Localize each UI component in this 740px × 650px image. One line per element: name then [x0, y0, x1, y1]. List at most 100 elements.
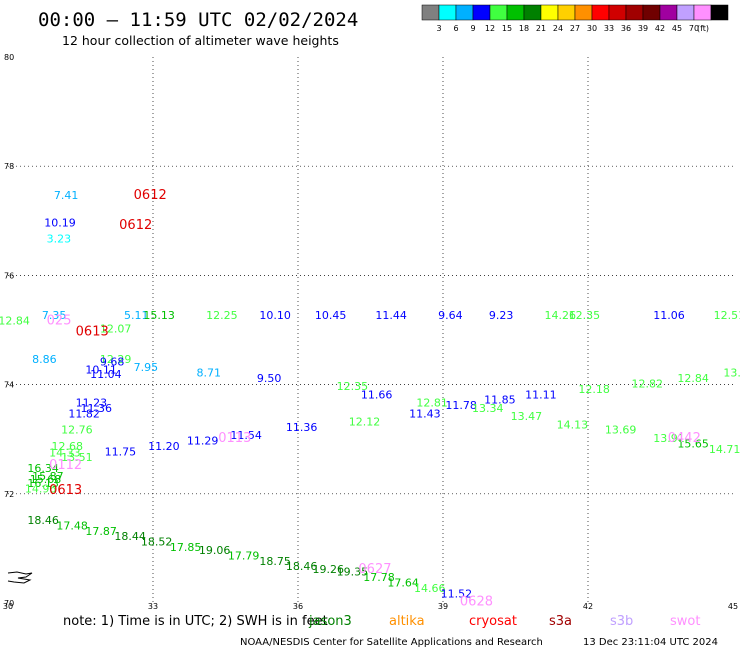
- wave-height-label: 9.23: [489, 309, 513, 322]
- color-scale-tick-label: 36: [621, 24, 631, 33]
- wave-height-label: 11.85: [484, 394, 516, 407]
- wave-height-label: 11.54: [230, 429, 261, 442]
- wave-height-label: 10.45: [315, 309, 347, 322]
- color-swatch: [642, 4, 661, 21]
- pass-time-label: 025: [47, 314, 72, 329]
- latitude-tick-label: 74: [4, 381, 14, 390]
- latitude-tick-label: 72: [4, 490, 14, 499]
- credit-text: NOAA/NESDIS Center for Satellite Applica…: [240, 637, 543, 648]
- wave-height-label: 11.66: [361, 388, 393, 401]
- color-scale-tick-label: 45: [672, 24, 682, 33]
- color-swatch: [710, 4, 729, 21]
- latitude-tick-label: 70: [4, 599, 14, 608]
- wave-height-label: 17.79: [228, 549, 260, 562]
- color-scale-tick-label: 30: [587, 24, 597, 33]
- color-swatch: [540, 4, 559, 21]
- satellite-legend-item: s3a: [549, 614, 572, 629]
- wave-height-label: 12.12: [349, 416, 381, 429]
- color-swatch: [608, 4, 627, 21]
- wave-height-label: 12.68: [52, 440, 84, 453]
- longitude-tick-label: 33: [148, 602, 158, 611]
- map-subtitle: 12 hour collection of altimeter wave hei…: [62, 33, 339, 48]
- wave-height-label: 11.06: [653, 309, 685, 322]
- color-scale-tick-label: 6: [453, 24, 458, 33]
- wave-height-label: 14.96: [25, 483, 56, 496]
- color-scale-tick-label: 12: [485, 24, 495, 33]
- wave-height-label: 14.26: [545, 309, 577, 322]
- wave-height-label: 5.11: [124, 309, 149, 322]
- satellite-legend-item: cryosat: [469, 614, 517, 629]
- pass-time-label: 0442: [668, 431, 701, 446]
- wave-height-label: 18.52: [141, 536, 173, 549]
- wave-height-label: 11.36: [286, 421, 318, 434]
- wave-height-label: 17.48: [56, 519, 87, 532]
- wave-height-label: 13.34: [723, 366, 740, 379]
- wave-height-label: 12.07: [100, 323, 132, 336]
- wave-height-label: 16.34: [27, 462, 59, 475]
- wave-height-label: 12.25: [206, 309, 238, 322]
- wave-height-label: 12.29: [100, 353, 132, 366]
- pass-time-label: 0627: [358, 562, 391, 577]
- latitude-tick-label: 80: [4, 53, 14, 62]
- color-scale-tick-label: 70: [689, 24, 699, 33]
- color-swatch: [693, 4, 712, 21]
- wave-height-label: 14.33: [49, 447, 80, 460]
- pass-time-label: 0612: [134, 188, 167, 203]
- wave-height-label: 11.04: [90, 368, 122, 381]
- wave-height-label: 9.68: [100, 355, 125, 368]
- color-scale-unit: (ft): [697, 24, 709, 33]
- pass-time-labels: 0612 0612 025 0613 0113 0442 0112 0613 0627 0628: [47, 188, 701, 610]
- latitude-tick-label: 76: [4, 271, 14, 280]
- wave-height-label: 19.35: [337, 566, 369, 579]
- color-swatch: [523, 4, 542, 21]
- map-title: 00:00 – 11:59 UTC 02/02/2024: [38, 9, 358, 31]
- wave-height-label: 12.51: [714, 309, 740, 322]
- color-swatch: [557, 4, 576, 21]
- wave-height-label: 9.64: [438, 309, 463, 322]
- color-scale-tick-label: 33: [604, 24, 614, 33]
- wave-height-label: 7.35: [42, 309, 66, 322]
- pass-time-label: 0113: [218, 431, 251, 446]
- wave-height-label: 11.29: [187, 435, 219, 448]
- footer-note: note: 1) Time is in UTC; 2) SWH is in fe…: [63, 614, 328, 629]
- wave-height-label: 19.26: [313, 563, 345, 576]
- wave-height-label: 13.47: [511, 410, 542, 423]
- longitude-tick-label: 39: [438, 602, 448, 611]
- color-scale-tick-label: 21: [536, 24, 546, 33]
- color-swatch: [676, 4, 695, 21]
- wave-height-label: 11.11: [525, 388, 557, 401]
- wave-height-label: 17.85: [170, 541, 202, 554]
- wave-height-label: 15.65: [677, 437, 709, 450]
- pass-time-label: 0612: [119, 218, 152, 233]
- wave-height-label: 11.44: [375, 309, 407, 322]
- satellite-legend-item: jason3: [308, 614, 352, 629]
- wave-height-label: 12.35: [569, 309, 601, 322]
- wave-height-label: 15.87: [32, 470, 64, 483]
- graticule: [8, 57, 733, 603]
- wave-height-label: 12.35: [337, 380, 369, 393]
- color-swatch: [489, 4, 508, 21]
- wave-height-label: 18.75: [259, 555, 291, 568]
- wave-height-label: 16.13: [27, 477, 59, 490]
- color-scale-tick-label: 9: [470, 24, 475, 33]
- wave-height-label: 18.44: [114, 530, 146, 543]
- color-swatch: [421, 4, 440, 21]
- wave-height-label: 10.11: [85, 364, 117, 377]
- satellite-legend-item: s3b: [610, 614, 633, 629]
- wave-height-label: 12.84: [0, 315, 30, 328]
- satellite-legend-item: swot: [670, 614, 700, 629]
- longitude-tick-label: 45: [728, 602, 738, 611]
- wave-height-label: 11.36: [81, 402, 113, 415]
- pass-time-label: 0628: [460, 595, 493, 610]
- wave-height-label: 7.95: [134, 361, 159, 374]
- wave-height-label: 9.50: [257, 372, 282, 385]
- wave-height-label: 18.46: [27, 514, 59, 527]
- color-scale-tick-label: 27: [570, 24, 580, 33]
- pass-time-label: 0112: [49, 458, 82, 473]
- color-scale-tick-label: 15: [502, 24, 512, 33]
- color-scale-tick-label: 24: [553, 24, 563, 33]
- wave-height-label: 17.64: [387, 577, 419, 590]
- wave-height-label: 17.78: [363, 571, 395, 584]
